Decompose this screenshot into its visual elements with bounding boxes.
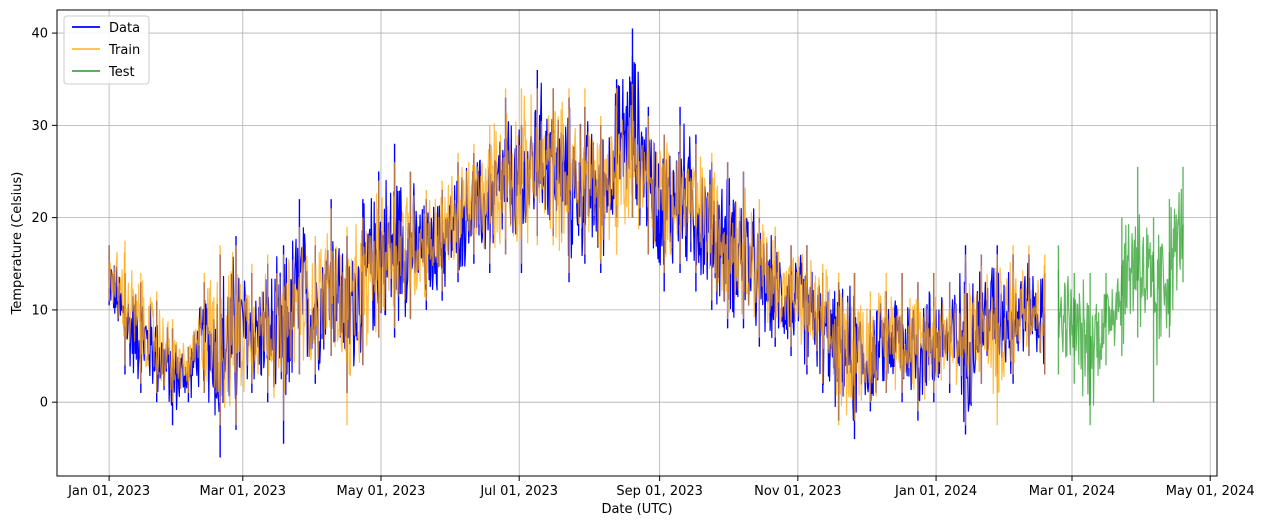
y-tick-label-3: 30 bbox=[31, 119, 48, 134]
series-line-train bbox=[108, 94, 1046, 416]
legend-box bbox=[63, 15, 150, 85]
y-tick-label-4: 40 bbox=[31, 27, 48, 42]
grid bbox=[57, 10, 1217, 476]
x-axis-label: Date (UTC) bbox=[601, 502, 672, 517]
y-tick-label-0: 0 bbox=[40, 396, 48, 411]
legend: Data Train Test bbox=[63, 15, 150, 85]
y-axis: 0 10 20 30 40 bbox=[31, 27, 57, 411]
y-tick-label-2: 20 bbox=[31, 211, 48, 226]
legend-label-data: Data bbox=[109, 21, 140, 36]
series-layer bbox=[108, 28, 1184, 458]
x-axis: Jan 01, 2023 Mar 01, 2023 May 01, 2023 Jul … bbox=[67, 476, 1255, 499]
x-tick-label-2: May 01, 2023 bbox=[337, 484, 426, 499]
y-tick-label-1: 10 bbox=[31, 303, 48, 318]
y-axis-label: Temperature (Celsius) bbox=[10, 172, 25, 316]
x-tick-label-1: Mar 01, 2023 bbox=[200, 484, 287, 499]
legend-label-train: Train bbox=[108, 43, 140, 58]
x-tick-label-5: Nov 01, 2023 bbox=[754, 484, 841, 499]
x-tick-label-3: Jul 01, 2023 bbox=[479, 484, 558, 499]
x-tick-label-8: May 01, 2024 bbox=[1166, 484, 1255, 499]
x-tick-label-0: Jan 01, 2023 bbox=[67, 484, 150, 499]
series-line-test bbox=[1057, 188, 1184, 406]
legend-label-test: Test bbox=[108, 65, 135, 80]
x-tick-label-7: Mar 01, 2024 bbox=[1029, 484, 1116, 499]
plot-frame bbox=[56, 9, 1218, 477]
x-tick-label-4: Sep 01, 2023 bbox=[616, 484, 703, 499]
x-tick-label-6: Jan 01, 2024 bbox=[894, 484, 977, 499]
